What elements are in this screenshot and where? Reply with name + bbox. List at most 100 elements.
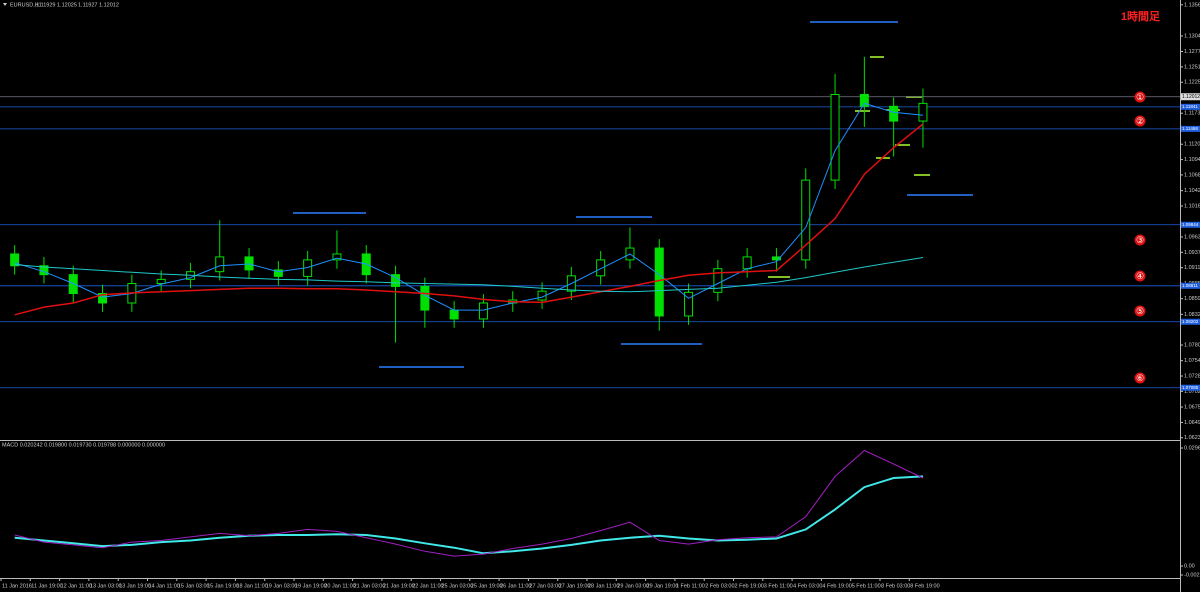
y-tick-label: 1.10163 (1184, 203, 1200, 209)
y-tick-label: 1.08593 (1184, 296, 1200, 302)
y-tick-label: 1.13568 (1184, 2, 1200, 8)
indicator-line (14, 257, 924, 293)
x-tick-label: 21 Jan 03:00 (354, 583, 386, 589)
marker-label: ⑤ (1136, 306, 1144, 316)
candle-body (684, 291, 694, 317)
marker-label: ⑥ (1136, 373, 1144, 383)
x-tick-label: 14 Jan 11:00 (149, 583, 180, 589)
candle-body (449, 309, 459, 320)
x-tick-label: 21 Jan 19:00 (383, 583, 415, 589)
x-tick-label: 2 Feb 03:00 (705, 583, 734, 589)
level-price: 1.08202 (1182, 319, 1199, 324)
y-tick-label: 1.08328 (1184, 312, 1200, 318)
timeframe-note: 1時間足 (1121, 9, 1161, 23)
x-tick-label: 8 Feb 03:00 (881, 583, 910, 589)
x-tick-label: 4 Feb 19:00 (822, 583, 851, 589)
x-tick-label: 11 Jan 19:00 (31, 583, 62, 589)
marker-badge (1134, 305, 1146, 317)
y-tick-label: 1.06758 (1184, 404, 1200, 410)
current-price-box (1181, 93, 1200, 101)
candle-body (742, 256, 752, 270)
symbol-title: EURUSD,H1 (10, 2, 42, 8)
candle-body (68, 274, 78, 295)
y-tick-label: 1.09378 (1184, 250, 1200, 256)
level-price-box (1181, 282, 1200, 289)
header-price: 1.11929 (36, 2, 55, 8)
y-tick-label: 1.11733 (1184, 111, 1200, 117)
candle-body (98, 293, 108, 304)
candle-body (801, 179, 811, 261)
x-tick-label: 8 Feb 19:00 (910, 583, 939, 589)
marker-badge (1134, 270, 1146, 282)
marker-label: ④ (1136, 271, 1144, 281)
marker-label: ③ (1136, 235, 1144, 245)
x-tick-label: 5 Feb 11:00 (852, 583, 881, 589)
candle-body (420, 285, 430, 311)
x-tick-label: 18 Jan 11:00 (236, 583, 267, 589)
x-tick-label: 27 Jan 03:00 (529, 583, 561, 589)
header-price: 1.12012 (99, 2, 119, 8)
indicator-line (14, 449, 924, 557)
x-tick-label: 2 Feb 19:00 (735, 583, 764, 589)
x-tick-label: 15 Jan 19:00 (207, 583, 239, 589)
marker-badge (1134, 234, 1146, 246)
level-price-box (1181, 318, 1200, 325)
candle-body (244, 256, 254, 271)
level-price: 1.11841 (1182, 104, 1198, 109)
x-tick-label: 29 Jan 19:00 (647, 583, 679, 589)
x-tick-label: 22 Jan 11:00 (412, 583, 443, 589)
x-tick-label: 19 Jan 19:00 (295, 583, 327, 589)
marker-label: ② (1136, 116, 1144, 126)
y-tick-label: 1.10688 (1184, 172, 1200, 178)
x-tick-label: 29 Jan 03:00 (617, 583, 649, 589)
level-price: 1.08811 (1182, 283, 1198, 288)
x-tick-label: 25 Jan 03:00 (442, 583, 474, 589)
y-tick-label: 1.07808 (1184, 342, 1200, 348)
x-tick-label: 3 Feb 11:00 (764, 583, 793, 589)
y-tick-label: 0.029615 (1184, 445, 1200, 451)
candle-body (332, 253, 342, 261)
candle-body (478, 302, 488, 320)
y-tick-label: 1.12258 (1184, 80, 1200, 86)
x-tick-label: 27 Jan 19:00 (559, 583, 591, 589)
y-tick-label: 1.07543 (1184, 358, 1200, 364)
level-price-box (1181, 384, 1200, 391)
candle-body (859, 93, 869, 107)
candle-body (215, 256, 225, 273)
x-tick-label: 4 Feb 03:00 (793, 583, 822, 589)
level-price-box (1181, 125, 1200, 132)
candle-body (918, 102, 928, 122)
marker-badge (1134, 115, 1146, 127)
header-price: 1.11927 (78, 2, 97, 8)
candle-body (10, 253, 20, 267)
y-tick-label: 1.11208 (1184, 142, 1200, 148)
x-tick-label: 19 Jan 03:00 (266, 583, 298, 589)
candle-body (830, 93, 840, 181)
y-tick-label: 1.07023 (1184, 389, 1200, 395)
level-price: 1.11468 (1182, 126, 1198, 131)
x-tick-label: 12 Jan 11:00 (61, 583, 92, 589)
x-tick-label: 15 Jan 03:00 (178, 583, 210, 589)
collapse-icon[interactable] (3, 3, 7, 6)
level-price-box (1181, 221, 1200, 228)
candle-body (713, 268, 723, 293)
x-tick-label: 13 Jan 19:00 (119, 583, 151, 589)
x-tick-label: 13 Jan 03:00 (90, 583, 122, 589)
header-price: 1.12025 (57, 2, 77, 8)
candle-body (889, 105, 899, 122)
level-price-box (1181, 103, 1200, 110)
y-tick-label: 0.00 (1184, 563, 1195, 569)
candle-body (596, 259, 606, 277)
y-tick-label: 1.06498 (1184, 420, 1200, 426)
indicator-line (14, 102, 924, 311)
x-tick-label: 28 Jan 11:00 (588, 583, 619, 589)
indicator-line (14, 475, 924, 555)
marker-badge (1134, 91, 1146, 103)
x-tick-label: 26 Jan 11:00 (500, 583, 531, 589)
candle-body (771, 256, 781, 261)
y-tick-label: 1.12518 (1184, 64, 1200, 70)
y-tick-label: 1.10422 (1184, 188, 1200, 194)
y-tick-label: 1.09638 (1184, 234, 1200, 240)
candle-body (273, 269, 283, 277)
